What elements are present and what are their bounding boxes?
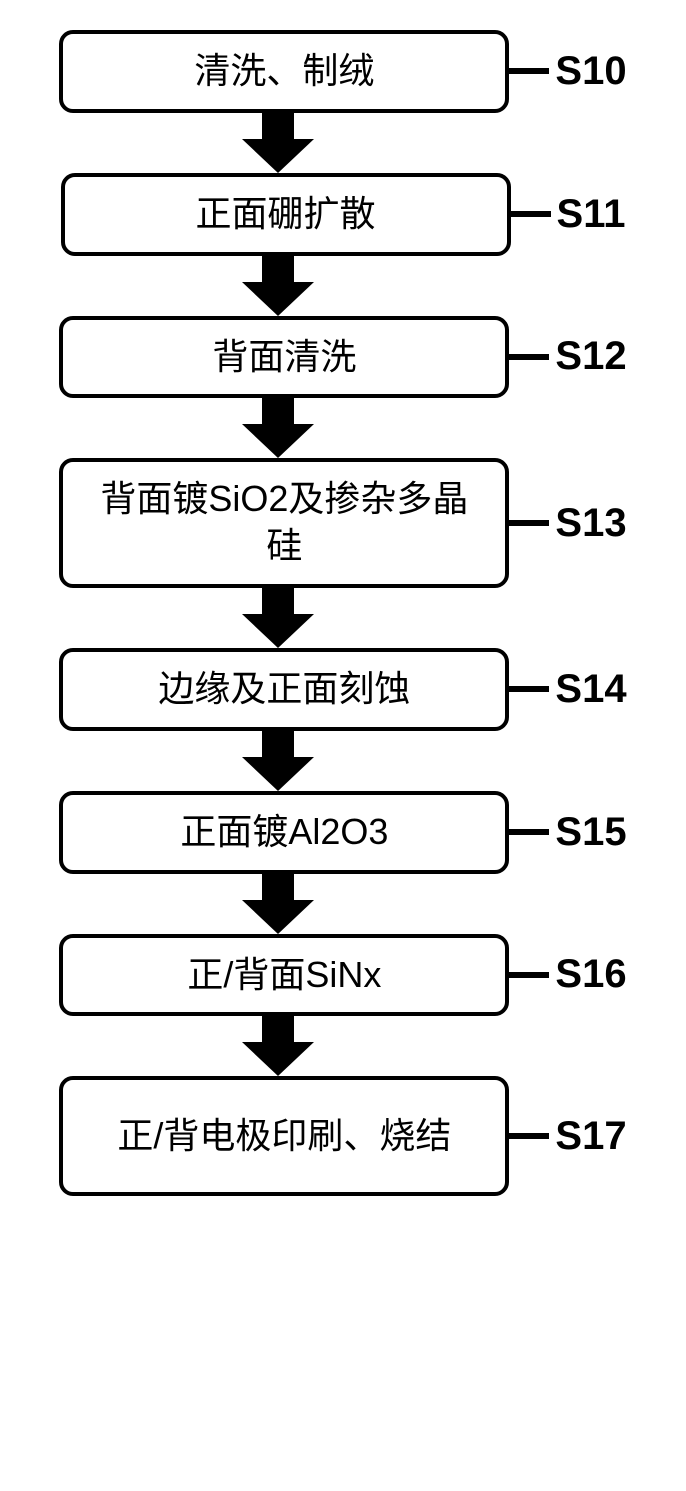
label-connector: S11 xyxy=(511,192,626,237)
step-box-s16: 正/背面SiNx xyxy=(59,934,509,1017)
step-text: 正/背面SiNx xyxy=(187,952,381,999)
arrow-container xyxy=(53,256,503,316)
step-box-s11: 正面硼扩散 xyxy=(61,173,511,256)
step-label: S16 xyxy=(555,952,626,997)
connector-line xyxy=(509,829,549,835)
step-label: S15 xyxy=(555,810,626,855)
arrow-container xyxy=(53,588,503,648)
label-connector: S13 xyxy=(509,501,626,546)
step-row: 正/背面SiNx S16 xyxy=(20,934,666,1017)
step-text: 正面硼扩散 xyxy=(196,191,376,238)
step-row: 清洗、制绒 S10 xyxy=(20,30,666,113)
arrow-down-icon xyxy=(248,1016,308,1076)
step-box-s17: 正/背电极印刷、烧结 xyxy=(59,1076,509,1196)
label-connector: S17 xyxy=(509,1114,626,1159)
step-label: S14 xyxy=(555,667,626,712)
step-text: 清洗、制绒 xyxy=(194,48,374,95)
arrow-down-icon xyxy=(248,874,308,934)
label-connector: S10 xyxy=(509,49,626,94)
connector-line xyxy=(509,68,549,74)
step-box-s13: 背面镀SiO2及掺杂多晶硅 xyxy=(59,458,509,588)
label-connector: S16 xyxy=(509,952,626,997)
flowchart-container: 清洗、制绒 S10 正面硼扩散 S11 背面清洗 xyxy=(20,30,666,1196)
step-box-s10: 清洗、制绒 xyxy=(59,30,509,113)
arrow-container xyxy=(53,731,503,791)
arrow-container xyxy=(53,113,503,173)
connector-line xyxy=(509,520,549,526)
step-text: 正/背电极印刷、烧结 xyxy=(117,1113,451,1160)
label-connector: S14 xyxy=(509,667,626,712)
step-row: 正/背电极印刷、烧结 S17 xyxy=(20,1076,666,1196)
step-label: S10 xyxy=(555,49,626,94)
step-label: S17 xyxy=(555,1114,626,1159)
connector-line xyxy=(509,686,549,692)
arrow-container xyxy=(53,1016,503,1076)
arrow-down-icon xyxy=(248,731,308,791)
step-label: S11 xyxy=(557,192,626,237)
step-row: 背面清洗 S12 xyxy=(20,316,666,399)
arrow-container xyxy=(53,398,503,458)
connector-line xyxy=(511,211,551,217)
step-text: 背面镀SiO2及掺杂多晶硅 xyxy=(83,476,485,570)
label-connector: S15 xyxy=(509,810,626,855)
step-row: 正面硼扩散 S11 xyxy=(20,173,666,256)
step-text: 边缘及正面刻蚀 xyxy=(158,666,410,713)
step-label: S13 xyxy=(555,501,626,546)
step-row: 背面镀SiO2及掺杂多晶硅 S13 xyxy=(20,458,666,588)
connector-line xyxy=(509,354,549,360)
step-row: 正面镀Al2O3 S15 xyxy=(20,791,666,874)
connector-line xyxy=(509,1133,549,1139)
step-text: 背面清洗 xyxy=(212,334,356,381)
step-box-s15: 正面镀Al2O3 xyxy=(59,791,509,874)
arrow-down-icon xyxy=(248,398,308,458)
step-label: S12 xyxy=(555,334,626,379)
arrow-down-icon xyxy=(248,256,308,316)
step-text: 正面镀Al2O3 xyxy=(180,809,388,856)
arrow-down-icon xyxy=(248,113,308,173)
step-box-s14: 边缘及正面刻蚀 xyxy=(59,648,509,731)
label-connector: S12 xyxy=(509,334,626,379)
arrow-down-icon xyxy=(248,588,308,648)
step-box-s12: 背面清洗 xyxy=(59,316,509,399)
step-row: 边缘及正面刻蚀 S14 xyxy=(20,648,666,731)
arrow-container xyxy=(53,874,503,934)
connector-line xyxy=(509,972,549,978)
